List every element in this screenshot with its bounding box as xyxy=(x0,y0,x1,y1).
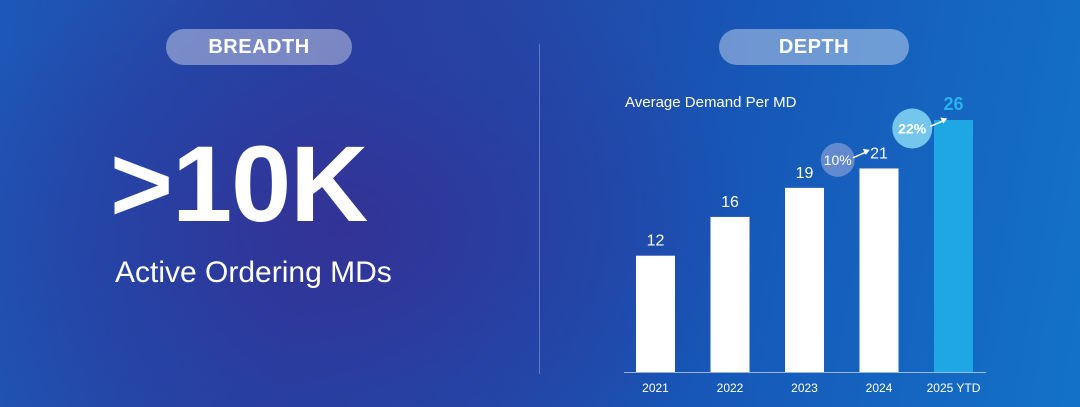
growth-label: 22% xyxy=(898,120,927,136)
bar-2021 xyxy=(636,255,675,372)
bar-2023 xyxy=(785,187,824,372)
category-label: 2024 xyxy=(866,381,893,395)
breadth-badge: BREADTH xyxy=(166,29,352,65)
category-label: 2021 xyxy=(642,381,669,395)
growth-badge xyxy=(892,108,933,149)
growth-arrowhead-icon xyxy=(862,148,870,155)
category-label: 2025 YTD xyxy=(927,381,981,395)
value-label: 26 xyxy=(943,94,963,114)
category-label: 2022 xyxy=(717,381,744,395)
growth-badge xyxy=(820,142,855,177)
growth-label: 10% xyxy=(824,152,852,168)
growth-arrow-icon xyxy=(852,151,868,159)
chart-title: Average Demand Per MD xyxy=(625,94,797,111)
value-label: 19 xyxy=(796,165,814,182)
value-label: 16 xyxy=(721,194,739,211)
depth-badge: DEPTH xyxy=(719,29,909,65)
bar-2025-ytd xyxy=(934,120,973,372)
active-mds-label: Active Ordering MDs xyxy=(115,256,392,289)
section-divider xyxy=(539,44,540,374)
value-label: 12 xyxy=(647,233,665,250)
category-label: 2023 xyxy=(791,381,818,395)
active-mds-stat: >10K xyxy=(110,123,368,244)
growth-arrow-icon xyxy=(929,119,945,128)
bar-2024 xyxy=(859,168,899,372)
value-label: 21 xyxy=(870,145,888,162)
bar-2022 xyxy=(710,216,750,372)
growth-arrowhead-icon xyxy=(940,117,948,124)
